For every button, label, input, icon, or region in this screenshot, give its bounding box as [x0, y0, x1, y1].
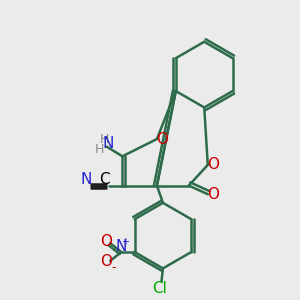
Text: H: H [100, 133, 110, 146]
Text: H: H [94, 143, 104, 156]
Text: C: C [100, 172, 110, 187]
Text: Cl: Cl [153, 280, 167, 296]
Text: +: + [121, 237, 129, 247]
Text: -: - [111, 261, 116, 274]
Text: O: O [207, 158, 219, 172]
Text: O: O [207, 187, 219, 202]
Text: N: N [115, 239, 127, 254]
Text: O: O [156, 131, 168, 146]
Text: O: O [100, 254, 112, 269]
Text: N: N [103, 136, 114, 152]
Text: N: N [81, 172, 92, 187]
Text: O: O [100, 234, 112, 249]
